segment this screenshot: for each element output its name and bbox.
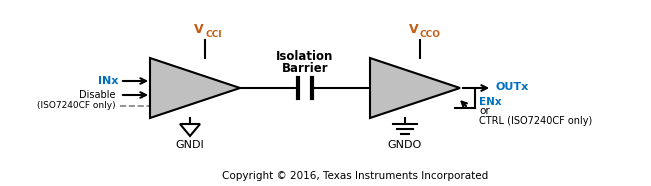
Text: CCI: CCI [205,30,221,39]
Text: ENx: ENx [479,97,502,107]
Text: CCO: CCO [420,30,441,39]
Text: V: V [195,23,204,36]
Polygon shape [180,124,200,136]
Text: Barrier: Barrier [282,62,328,75]
Polygon shape [370,58,460,118]
Text: or: or [479,106,490,116]
Polygon shape [150,58,240,118]
Text: (ISO7240CF only): (ISO7240CF only) [37,100,116,110]
Text: Copyright © 2016, Texas Instruments Incorporated: Copyright © 2016, Texas Instruments Inco… [223,171,489,181]
Text: Disable: Disable [79,90,116,100]
Text: OUTx: OUTx [495,82,528,92]
Text: GNDO: GNDO [388,140,422,150]
Text: V: V [409,23,419,36]
Text: CTRL (ISO7240CF only): CTRL (ISO7240CF only) [479,116,592,126]
Text: INx: INx [98,76,118,86]
Text: Isolation: Isolation [276,49,334,62]
Text: GNDI: GNDI [176,140,204,150]
